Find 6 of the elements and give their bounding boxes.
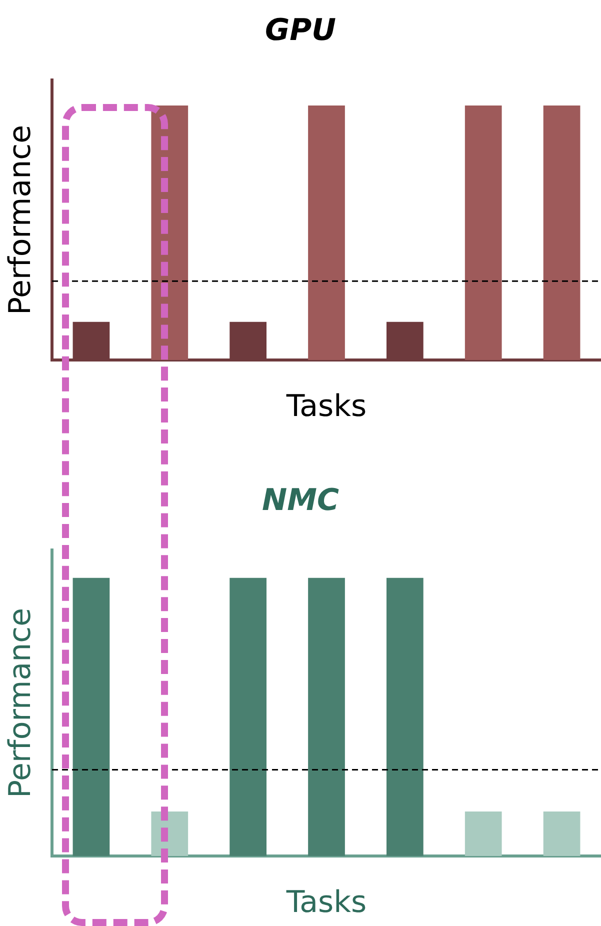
y-axis-title: Performance: [2, 608, 38, 798]
chart-title: GPU: [265, 12, 336, 48]
x-axis-title: Tasks: [285, 388, 367, 424]
x-axis-title: Tasks: [285, 884, 367, 920]
chart-title: NMC: [262, 482, 339, 518]
y-axis-title: Performance: [2, 124, 38, 316]
